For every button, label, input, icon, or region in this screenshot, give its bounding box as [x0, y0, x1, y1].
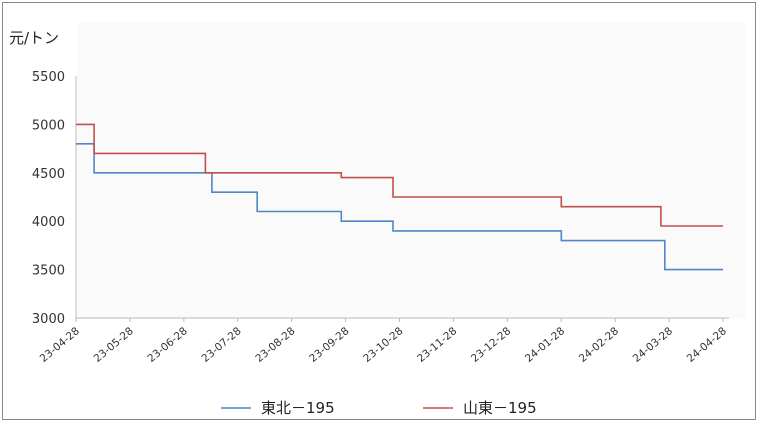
- y-axis-ticks: 5500 5000 4500 4000 3500 3000: [32, 70, 65, 327]
- x-axis-ticks: 23-04-28 23-05-28 23-06-28 23-07-28 23-08-28…: [38, 318, 729, 365]
- y-tick-label: 4500: [32, 167, 65, 182]
- x-tick-label: 23-12-28: [469, 325, 513, 365]
- x-tick-label: 23-07-28: [199, 325, 243, 365]
- plot-background: [77, 23, 745, 319]
- x-tick-label: 24-04-28: [685, 325, 729, 365]
- y-tick-label: 5500: [32, 70, 65, 85]
- x-tick-label: 23-10-28: [361, 325, 405, 365]
- series-line-2: [76, 123, 723, 227]
- y-tick-label: 5000: [32, 118, 65, 133]
- series-lines: [76, 123, 723, 271]
- x-tick-label: 24-01-28: [523, 325, 567, 365]
- chart-frame: 元/トン 5500 5000 4500 4000 3500 3000 23-04-28 23…: [2, 2, 756, 420]
- x-tick-label: 23-11-28: [415, 325, 459, 365]
- x-tick-label: 23-08-28: [253, 325, 297, 365]
- x-tick-label: 23-04-28: [38, 325, 82, 365]
- x-tick-label: 24-03-28: [631, 325, 675, 365]
- legend-label-1: 東北－195: [261, 399, 335, 417]
- y-tick-label: 4000: [32, 215, 65, 230]
- legend: 東北－195 山東－195: [221, 399, 537, 417]
- plot-area: [75, 23, 745, 319]
- y-axis-unit: 元/トン: [9, 29, 59, 47]
- y-tick-label: 3000: [32, 312, 65, 327]
- y-tick-label: 3500: [32, 264, 65, 279]
- legend-label-2: 山東－195: [463, 399, 537, 417]
- series-line-1: [76, 143, 723, 271]
- x-tick-label: 23-06-28: [146, 325, 190, 365]
- x-tick-label: 23-05-28: [92, 325, 136, 365]
- x-tick-label: 24-02-28: [577, 325, 621, 365]
- x-tick-label: 23-09-28: [307, 325, 351, 365]
